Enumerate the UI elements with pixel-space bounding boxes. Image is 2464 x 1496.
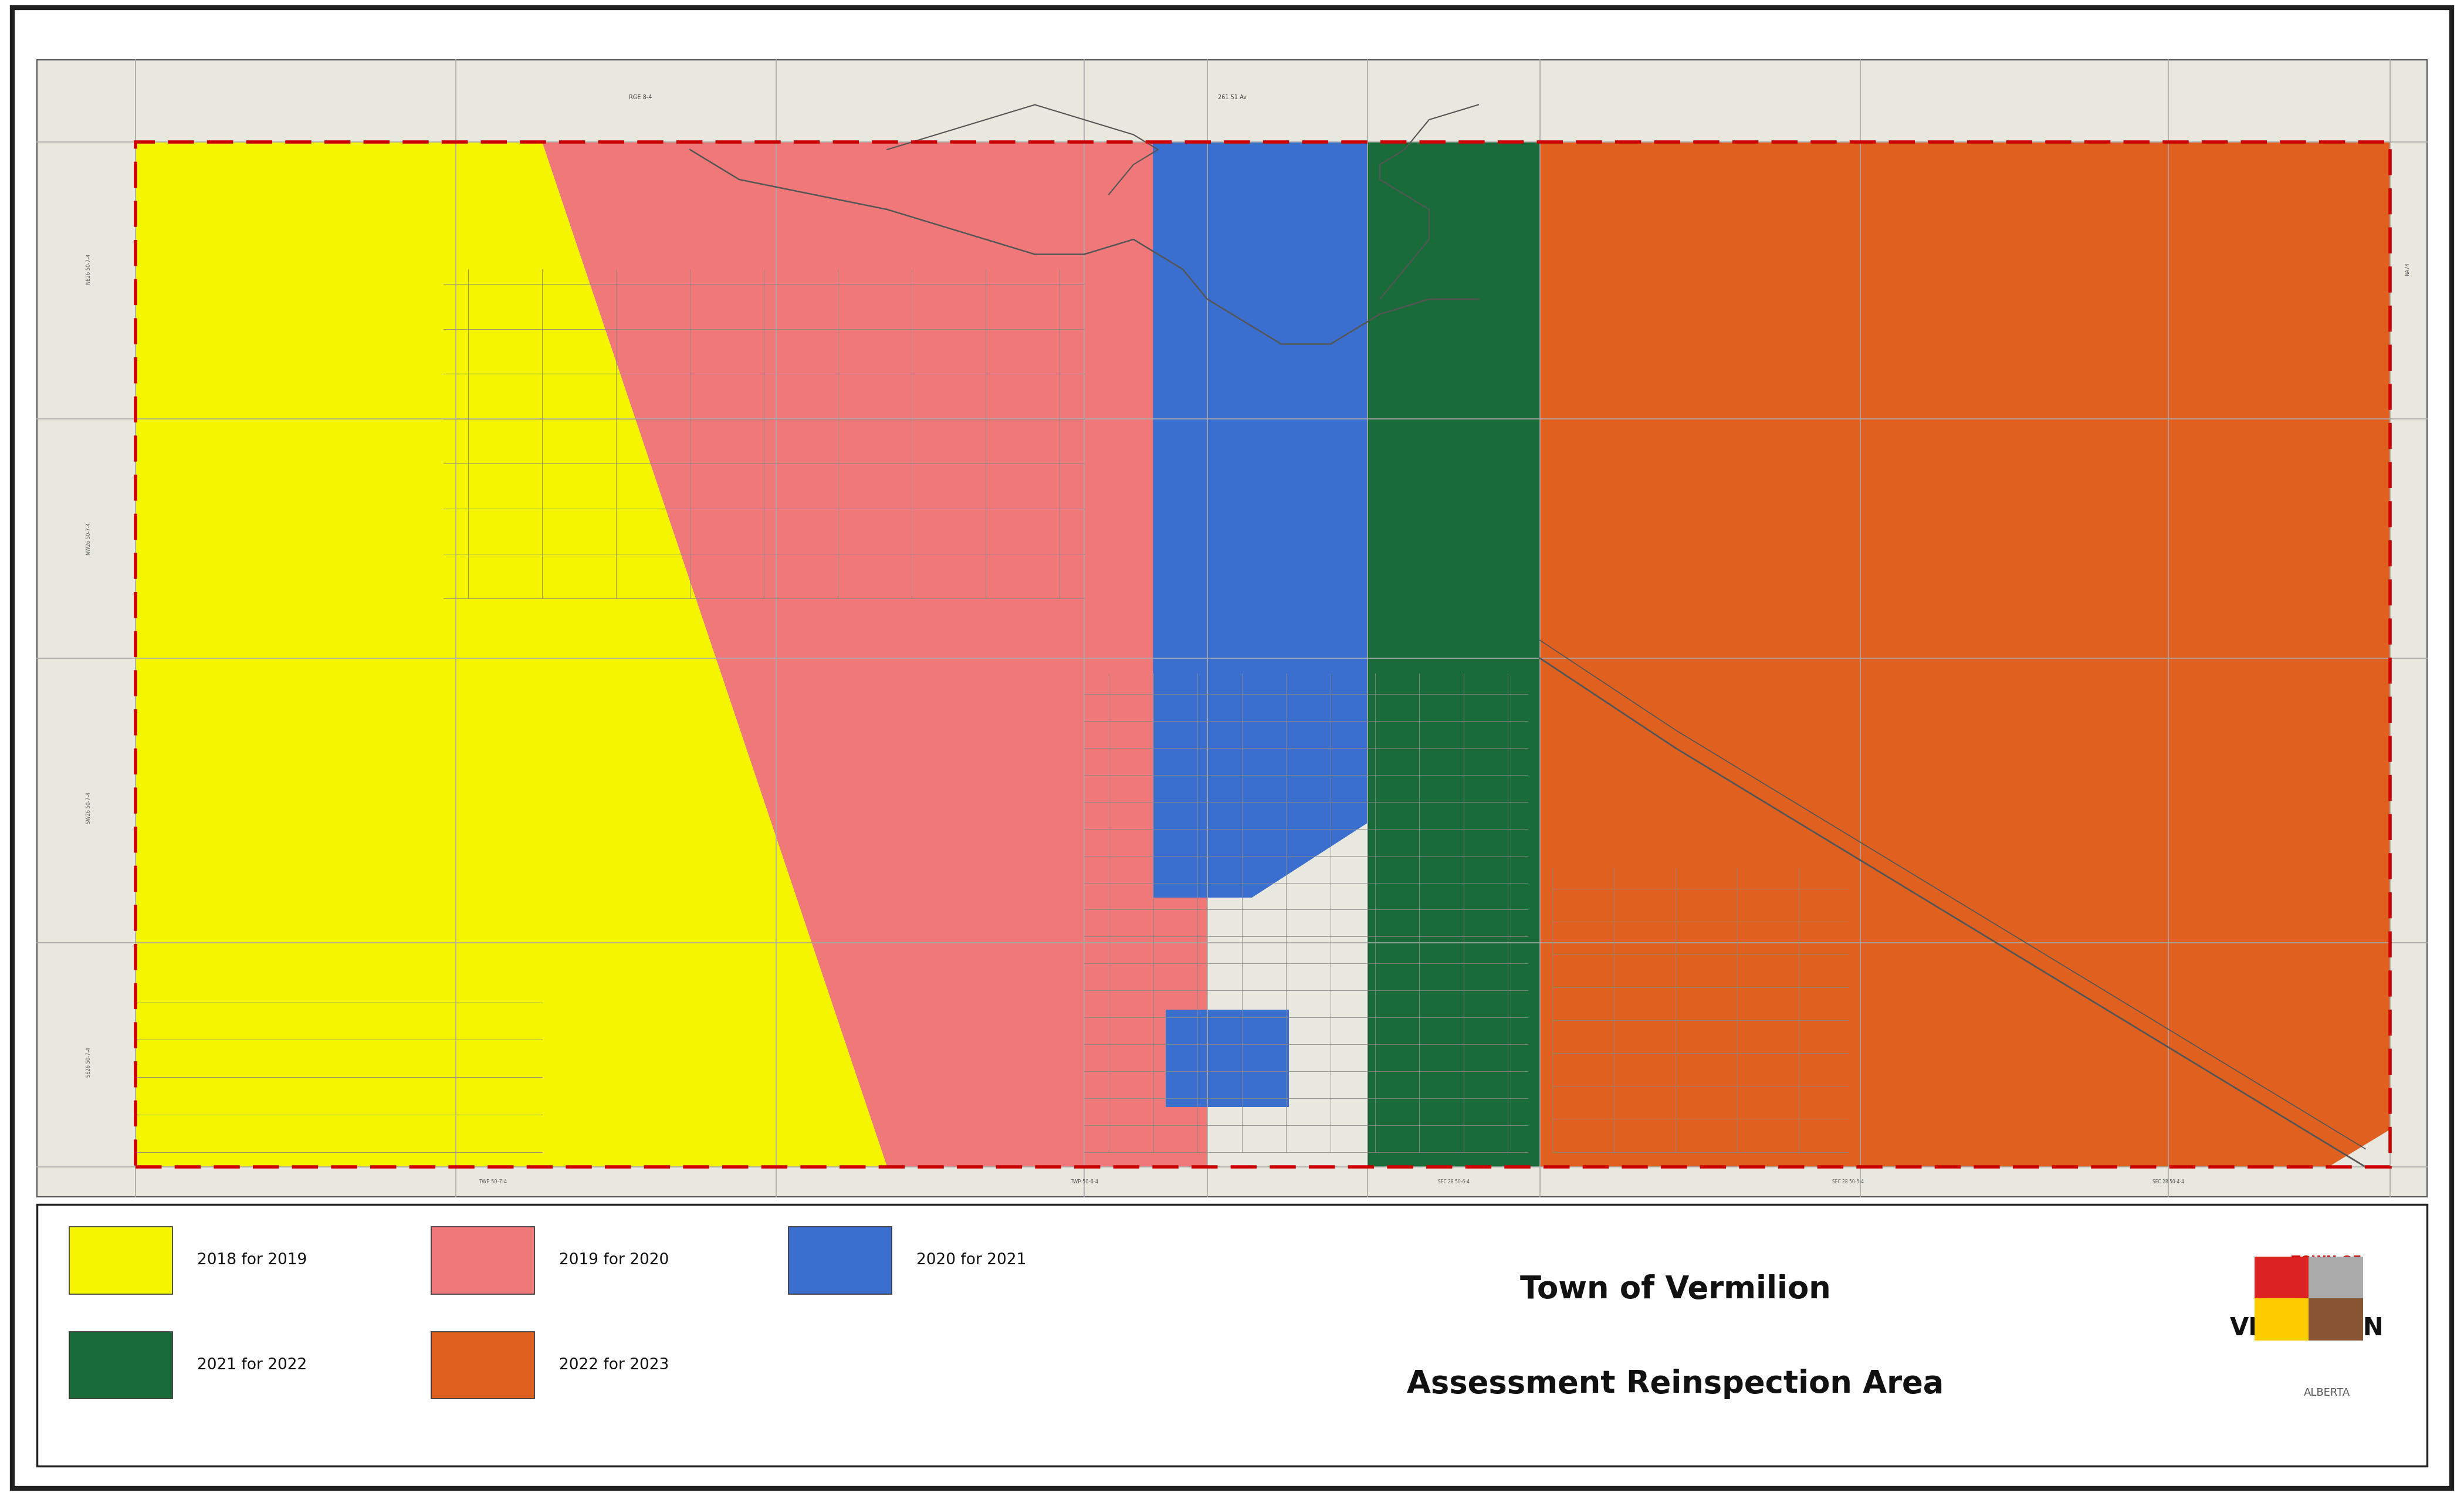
Text: NW26 50-7-4: NW26 50-7-4 [86,522,91,555]
Text: 2018 for 2019: 2018 for 2019 [197,1252,308,1269]
Bar [431,1227,535,1294]
Bar [37,1204,2427,1466]
Text: 2019 for 2020: 2019 for 2020 [559,1252,670,1269]
Text: SEC 28 50-6-4: SEC 28 50-6-4 [1439,1179,1469,1185]
Text: Legend: Legend [69,1231,150,1251]
Text: 2020 for 2021: 2020 for 2021 [917,1252,1027,1269]
Text: NE26 50-7-4: NE26 50-7-4 [86,254,91,284]
Bar [37,60,2427,1197]
Bar [2309,1299,2363,1340]
Text: TWP 50-7-4: TWP 50-7-4 [478,1179,508,1185]
Text: 261 51 Av: 261 51 Av [1217,94,1247,100]
Bar [2255,1299,2309,1340]
Bar [2255,1257,2309,1299]
Bar [69,1227,172,1294]
Bar [1165,1010,1289,1107]
Text: SEC 28 50-4-4: SEC 28 50-4-4 [2154,1179,2183,1185]
Bar [136,142,2390,1167]
Text: SEC 28 50-5-4: SEC 28 50-5-4 [1833,1179,1863,1185]
Bar [1368,142,1540,1167]
Text: RGE 8-4: RGE 8-4 [628,94,653,100]
Text: TOWN OF: TOWN OF [2292,1255,2361,1267]
Text: Town of Vermilion: Town of Vermilion [1520,1275,1831,1305]
Text: SE26 50-7-4: SE26 50-7-4 [86,1047,91,1077]
Polygon shape [136,142,887,1167]
Polygon shape [136,142,887,1167]
Polygon shape [1540,142,2390,1167]
Bar [1165,1010,1289,1107]
Text: ALBERTA: ALBERTA [2304,1387,2351,1399]
Polygon shape [542,142,1207,1167]
Bar [431,1331,535,1399]
Polygon shape [1153,142,1368,898]
Text: 2021 for 2022: 2021 for 2022 [197,1357,308,1373]
Text: SW26 50-7-4: SW26 50-7-4 [86,791,91,824]
Text: NA74: NA74 [2405,263,2410,275]
Polygon shape [1153,142,1368,898]
Text: VERMILION: VERMILION [2230,1316,2385,1340]
Bar [1368,142,1540,1167]
Bar [788,1227,892,1294]
Bar [2309,1257,2363,1299]
Text: 2022 for 2023: 2022 for 2023 [559,1357,670,1373]
Text: Assessment Reinspection Area: Assessment Reinspection Area [1407,1369,1944,1399]
Text: TWP 50-6-4: TWP 50-6-4 [1069,1179,1099,1185]
Bar [69,1331,172,1399]
